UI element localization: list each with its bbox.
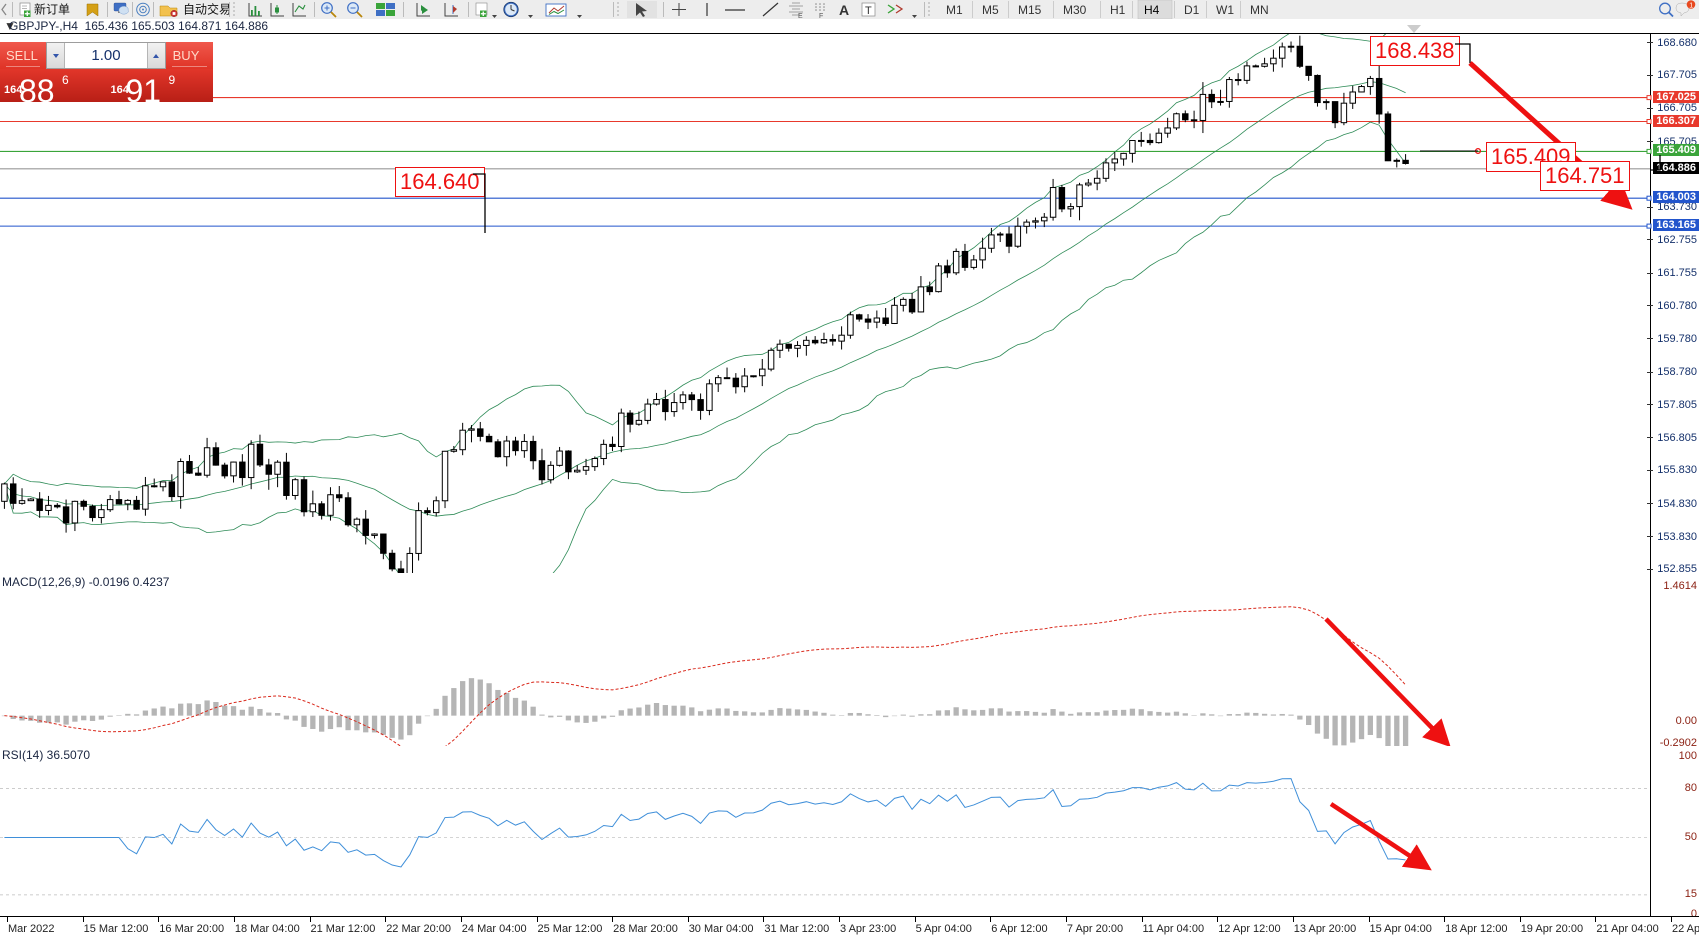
- svg-text:W1: W1: [1216, 3, 1234, 17]
- svg-text:T: T: [865, 5, 872, 17]
- svg-text:H4: H4: [1144, 3, 1160, 17]
- svg-text:M5: M5: [982, 3, 999, 17]
- svg-text:A: A: [839, 2, 849, 18]
- svg-text:自动交易: 自动交易: [183, 2, 231, 17]
- svg-text:1: 1: [1689, 2, 1693, 9]
- svg-text:M15: M15: [1018, 3, 1042, 17]
- svg-text:H1: H1: [1110, 3, 1126, 17]
- svg-text:MN: MN: [1250, 3, 1269, 17]
- svg-text:M1: M1: [946, 3, 963, 17]
- svg-text:D1: D1: [1184, 3, 1200, 17]
- svg-text:新订单: 新订单: [34, 2, 70, 17]
- svg-text:M30: M30: [1063, 3, 1087, 17]
